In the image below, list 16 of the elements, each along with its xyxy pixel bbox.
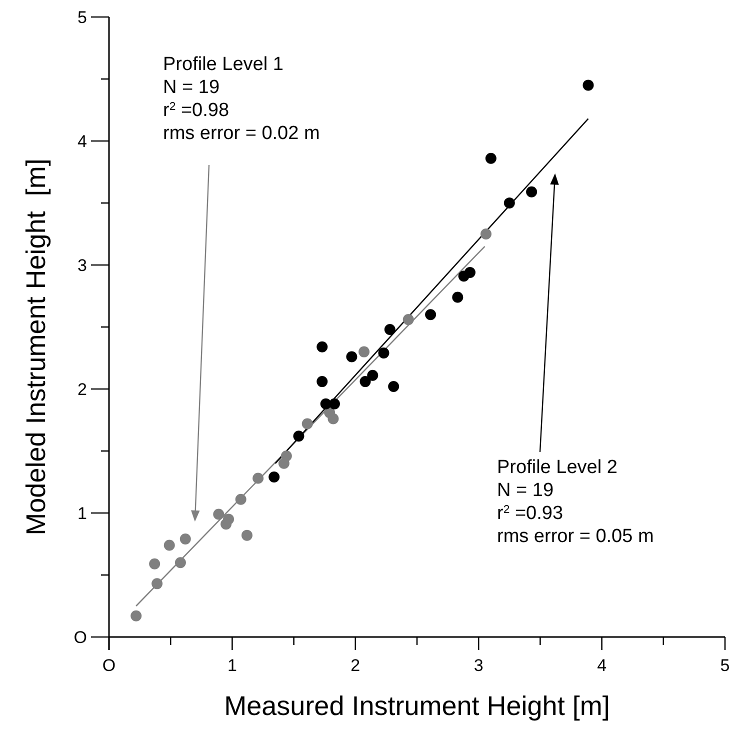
annotation: Profile Level 2 N = 19 r$^{2}$ =0.93 rms error = 0.05 m [497,457,654,547]
y-tick-label: 5 [78,8,87,27]
y-tick-label: 2 [78,380,87,399]
x-tick-label: 3 [474,656,484,675]
x-tick-label: 4 [597,656,607,675]
x-tick-label: 1 [227,656,237,675]
x-axis-title: Measured Instrument Height [m] [224,691,610,721]
x-tick-label: 5 [720,656,730,675]
y-axis-title: Modeled Instrument Height [m] [21,158,51,536]
y-tick-label: O [74,628,87,647]
x-tick-label: O [102,656,116,675]
y-tick-label: 4 [78,132,87,151]
y-tick-label: 3 [78,256,87,275]
x-tick-label: 2 [350,656,360,675]
y-tick-label: 1 [78,504,87,523]
annotation: Profile Level 1 N = 19 r$^{2}$ =0.98 rms error = 0.02 m [163,54,320,144]
